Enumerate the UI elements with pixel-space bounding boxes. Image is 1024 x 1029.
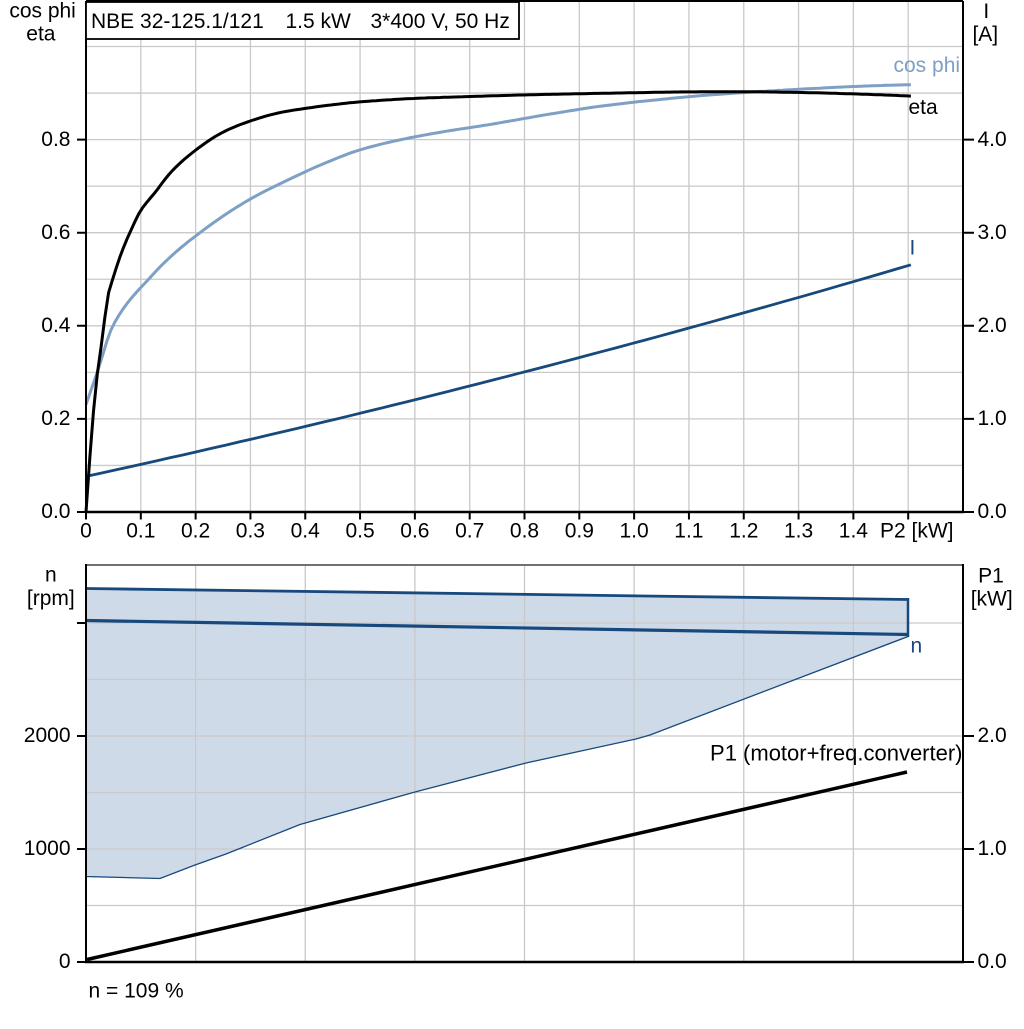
svg-text:NBE 32-125.1/121: NBE 32-125.1/121: [91, 10, 264, 33]
svg-text:[rpm]: [rpm]: [27, 587, 75, 610]
svg-text:n: n: [45, 564, 57, 587]
svg-text:P2 [kW]: P2 [kW]: [880, 520, 954, 543]
svg-text:0: 0: [80, 520, 92, 543]
svg-text:3.0: 3.0: [978, 221, 1007, 244]
svg-text:0.2: 0.2: [181, 520, 210, 543]
svg-text:2.0: 2.0: [978, 314, 1007, 337]
svg-text:0.3: 0.3: [236, 520, 265, 543]
svg-text:1.1: 1.1: [674, 520, 703, 543]
svg-text:0.0: 0.0: [978, 950, 1007, 973]
svg-text:1.0: 1.0: [978, 407, 1007, 430]
svg-text:0.8: 0.8: [510, 520, 539, 543]
svg-text:cos phi: cos phi: [894, 54, 961, 77]
svg-text:0.5: 0.5: [345, 520, 374, 543]
svg-text:[A]: [A]: [972, 23, 998, 46]
svg-text:P1: P1: [978, 564, 1004, 587]
svg-text:1.0: 1.0: [978, 837, 1007, 860]
svg-text:1000: 1000: [24, 837, 71, 860]
svg-text:1.3: 1.3: [784, 520, 813, 543]
svg-text:I: I: [983, 0, 989, 23]
svg-text:3*400 V, 50 Hz: 3*400 V, 50 Hz: [371, 10, 510, 33]
svg-text:0.6: 0.6: [400, 520, 429, 543]
svg-text:2000: 2000: [24, 724, 71, 747]
svg-text:0.4: 0.4: [291, 520, 321, 543]
svg-text:I: I: [910, 237, 916, 260]
svg-text:n: n: [911, 635, 923, 658]
svg-text:eta: eta: [909, 96, 939, 119]
svg-text:0.8: 0.8: [41, 128, 70, 151]
svg-text:0.1: 0.1: [126, 520, 155, 543]
svg-text:0.7: 0.7: [455, 520, 484, 543]
svg-text:0.0: 0.0: [41, 500, 70, 523]
svg-text:0.4: 0.4: [41, 314, 71, 337]
svg-text:1.4: 1.4: [839, 520, 869, 543]
svg-text:0.9: 0.9: [565, 520, 594, 543]
svg-text:0.6: 0.6: [41, 221, 70, 244]
svg-text:0: 0: [59, 950, 71, 973]
svg-text:2.0: 2.0: [978, 724, 1007, 747]
svg-text:0.0: 0.0: [978, 500, 1007, 523]
svg-text:1.2: 1.2: [729, 520, 758, 543]
svg-text:[kW]: [kW]: [971, 587, 1013, 610]
svg-text:cos phi: cos phi: [9, 0, 76, 23]
svg-text:eta: eta: [26, 22, 56, 45]
svg-text:n = 109 %: n = 109 %: [89, 980, 184, 1003]
svg-text:1.5 kW: 1.5 kW: [286, 10, 352, 33]
svg-text:P1 (motor+freq.converter): P1 (motor+freq.converter): [710, 740, 962, 765]
svg-text:1.0: 1.0: [619, 520, 648, 543]
svg-text:4.0: 4.0: [978, 128, 1007, 151]
svg-text:0.2: 0.2: [41, 407, 70, 430]
